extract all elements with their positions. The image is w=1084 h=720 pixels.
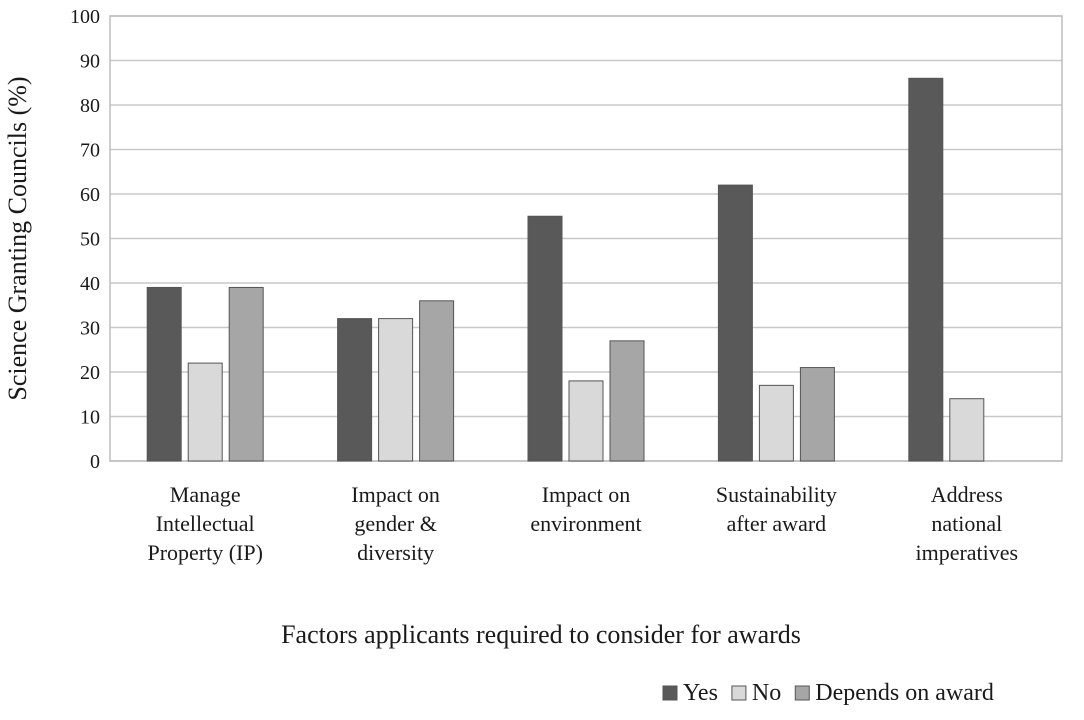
bar-depends-on-award-0 <box>228 286 264 462</box>
y-tick-label: 0 <box>90 451 100 473</box>
legend-swatch-no <box>731 685 747 701</box>
y-tick-label: 20 <box>80 362 100 384</box>
y-tick-label: 40 <box>80 273 100 295</box>
bar-yes-4 <box>908 77 944 462</box>
bar-depends-on-award-2 <box>609 340 645 462</box>
legend-swatch-yes <box>662 685 678 701</box>
legend-label: Depends on award <box>815 680 994 706</box>
y-tick-label: 60 <box>80 184 100 206</box>
x-category-label: Address <box>931 482 1003 507</box>
x-category-label: Sustainability <box>716 482 837 507</box>
x-category-label: Impact on <box>542 482 631 507</box>
y-tick-label: 90 <box>80 51 100 73</box>
bar-yes-3 <box>717 184 753 462</box>
bar-depends-on-award-3 <box>799 367 835 462</box>
bar-no-4 <box>949 398 985 462</box>
legend-label: Yes <box>683 680 718 706</box>
y-tick-label: 70 <box>80 140 100 162</box>
x-category-label: imperatives <box>915 540 1018 565</box>
y-axis-ticks: 0 10 20 30 40 50 60 70 80 90 100 <box>70 6 100 473</box>
x-category-label: Impact on <box>351 482 440 507</box>
x-category-label: after award <box>727 511 827 536</box>
x-category-label: diversity <box>357 540 434 565</box>
y-tick-label: 10 <box>80 407 100 429</box>
x-category-label: Manage <box>170 482 241 507</box>
y-axis-title: Science Granting Councils (%) <box>3 76 32 400</box>
bar-no-2 <box>568 380 604 462</box>
bar-depends-on-award-1 <box>419 300 455 462</box>
x-category-label: national <box>931 511 1002 536</box>
bar-no-3 <box>758 384 794 462</box>
x-category-label: environment <box>530 511 641 536</box>
y-tick-label: 50 <box>80 229 100 251</box>
y-tick-label: 30 <box>80 318 100 340</box>
bar-no-0 <box>187 362 223 462</box>
bars <box>146 77 985 462</box>
bar-no-1 <box>378 318 414 462</box>
bar-yes-0 <box>146 286 182 462</box>
bar-yes-2 <box>527 215 563 462</box>
x-axis-title: Factors applicants required to consider … <box>281 620 801 649</box>
x-axis-categories: Manage Intellectual Property (IP) Impact on… <box>147 482 1018 565</box>
x-category-label: Property (IP) <box>147 540 262 565</box>
legend: Yes No Depends on award <box>662 680 994 706</box>
bar-yes-1 <box>337 318 373 462</box>
y-tick-label: 100 <box>70 6 100 28</box>
x-category-label: gender & <box>354 511 436 536</box>
legend-label: No <box>752 680 781 706</box>
x-category-label: Intellectual <box>156 511 255 536</box>
y-tick-label: 80 <box>80 95 100 117</box>
legend-swatch-depends-on-award <box>794 685 810 701</box>
